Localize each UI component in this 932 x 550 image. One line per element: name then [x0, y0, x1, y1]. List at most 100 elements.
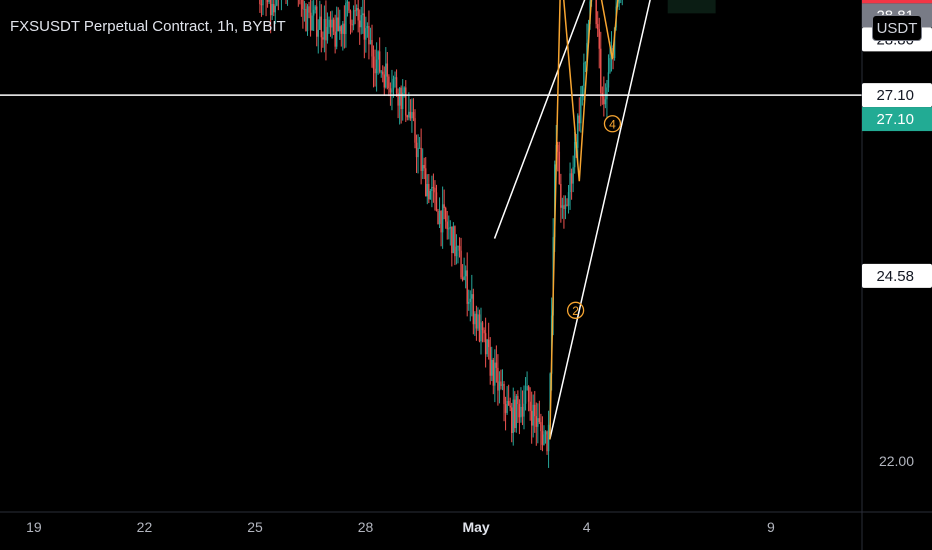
- candle-body: [583, 62, 585, 86]
- candle-body: [578, 115, 580, 124]
- candle-body: [474, 313, 476, 325]
- candle-body: [581, 85, 584, 97]
- candle-body: [526, 386, 528, 391]
- candle-body: [454, 226, 456, 257]
- candle-body: [319, 16, 321, 30]
- position-tool[interactable]: [667, 0, 716, 14]
- candle-body: [273, 4, 275, 13]
- price-axis[interactable]: 40.0036.0032.0022.00: [879, 0, 914, 469]
- candle-body: [329, 19, 332, 28]
- candle-body: [346, 1, 349, 3]
- candle-body: [382, 71, 384, 75]
- candle-body: [511, 407, 513, 433]
- candle-body: [451, 227, 453, 254]
- candle-body: [345, 2, 347, 35]
- candle-body: [600, 48, 602, 93]
- candle-body: [509, 405, 511, 408]
- candle-body: [501, 383, 504, 386]
- candle-body: [408, 111, 410, 118]
- x-tick-label: May: [462, 519, 489, 535]
- candle-body: [452, 226, 455, 254]
- candle-body: [375, 59, 378, 74]
- candle-body: [530, 410, 533, 426]
- candle-body: [414, 118, 416, 143]
- candle-body: [323, 19, 326, 40]
- candle-body: [348, 1, 350, 11]
- candle-body: [309, 12, 312, 31]
- candle-body: [402, 92, 404, 110]
- candle-body: [389, 88, 392, 93]
- candle-body: [603, 96, 605, 105]
- candle-body: [421, 165, 424, 171]
- candle-body: [537, 418, 539, 427]
- wave-labels: 12345: [566, 115, 622, 319]
- candle-body: [377, 51, 379, 60]
- channel-trendline[interactable]: [549, 0, 712, 440]
- candle-body: [405, 87, 407, 116]
- candle-body: [322, 37, 324, 40]
- candle-body: [567, 192, 570, 206]
- candle-body: [406, 115, 409, 118]
- candle-body: [441, 204, 444, 233]
- candle-body: [340, 26, 342, 34]
- candle-body: [498, 381, 501, 391]
- candle-body: [529, 401, 531, 411]
- candle-body: [527, 386, 530, 402]
- candle-body: [351, 24, 353, 26]
- candle-body: [507, 400, 510, 406]
- candle-body: [359, 20, 361, 28]
- candle-body: [342, 23, 344, 34]
- candle-body: [492, 359, 494, 386]
- candle-body: [335, 17, 338, 47]
- candle-body: [420, 147, 422, 171]
- x-tick-label: 9: [767, 519, 775, 535]
- candle-body: [580, 96, 582, 124]
- candle-body: [478, 314, 481, 342]
- candle-body: [446, 221, 448, 230]
- candle-body: [383, 74, 385, 88]
- x-tick-label: 19: [26, 519, 42, 535]
- channel-trendline[interactable]: [493, 0, 720, 239]
- candle-body: [395, 77, 398, 93]
- candle-body: [477, 314, 479, 329]
- candle-body: [316, 6, 318, 37]
- candle-body: [412, 112, 415, 119]
- candle-body: [604, 99, 607, 105]
- candle-body: [428, 183, 430, 200]
- candle-body: [274, 5, 276, 13]
- candle-body: [558, 151, 561, 185]
- wave-drawing[interactable]: [549, 0, 624, 440]
- price-label: 27.10: [876, 111, 914, 128]
- candle-body: [366, 25, 369, 29]
- candle-body: [458, 246, 461, 251]
- candle-body: [360, 15, 362, 28]
- elliott-wave-line[interactable]: [549, 0, 624, 440]
- price-label-box: [862, 0, 932, 4]
- candle-body: [368, 25, 370, 45]
- candle-body: [308, 6, 310, 13]
- candle-body: [586, 43, 588, 63]
- candle-body: [573, 141, 576, 168]
- candle-body: [463, 276, 465, 280]
- wave-label: 2: [572, 304, 579, 318]
- candle-body: [569, 173, 571, 193]
- candle-body: [449, 227, 452, 229]
- chart-title: FXSUSDT Perpetual Contract, 1h, BYBIT: [10, 18, 286, 35]
- rising-channel[interactable]: [493, 0, 720, 440]
- candle-body: [326, 26, 329, 41]
- candle-body: [461, 277, 464, 280]
- candle-body: [271, 4, 273, 16]
- candle-body: [371, 39, 373, 57]
- currency-button[interactable]: USDT: [872, 15, 922, 41]
- candle-body: [317, 29, 319, 37]
- candle-body: [564, 204, 567, 210]
- time-axis[interactable]: 19 22 25 28 May 4 9: [26, 519, 775, 535]
- candle-body: [609, 58, 611, 73]
- y-tick-label: 22.00: [879, 453, 914, 469]
- candle-body: [595, 0, 597, 25]
- candle-body: [334, 31, 336, 47]
- position-stop-zone[interactable]: [667, 0, 716, 14]
- candle-body: [518, 403, 521, 418]
- horizontal-levels[interactable]: [0, 0, 862, 96]
